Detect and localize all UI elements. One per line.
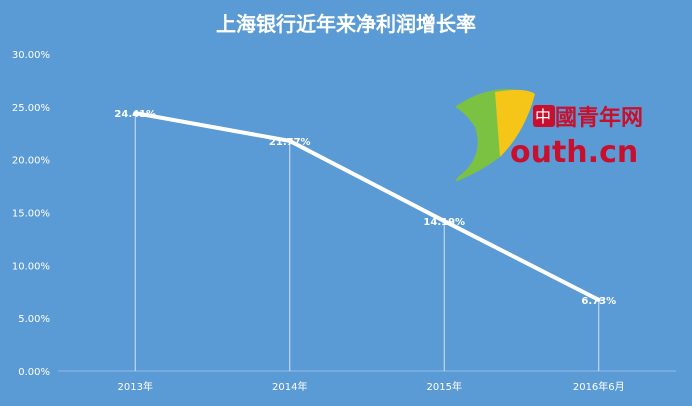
y-tick-label: 30.00% [12, 50, 50, 61]
y-tick-label: 0.00% [18, 367, 50, 378]
y-tick-label: 10.00% [12, 261, 50, 272]
data-point [287, 138, 292, 143]
data-point [442, 219, 447, 224]
data-point [596, 297, 601, 302]
y-tick-label: 25.00% [12, 103, 50, 114]
x-tick-label: 2016年6月 [573, 380, 625, 393]
data-point [133, 111, 138, 116]
y-tick-label: 20.00% [12, 156, 50, 167]
data-label: 21.77% [269, 137, 311, 148]
series-line [134, 111, 600, 302]
y-tick-label: 15.00% [12, 209, 50, 220]
chart-title: 上海银行近年来净利润增长率 [216, 12, 476, 36]
x-tick-label: 2014年 [272, 380, 307, 393]
x-tick-label: 2013年 [118, 380, 153, 393]
youth-cn-logo: 中 國青年网 outh.cn [455, 82, 655, 192]
y-tick-label: 5.00% [18, 314, 50, 325]
svg-text:國青年网: 國青年网 [555, 105, 643, 131]
data-label: 24.41% [114, 109, 156, 120]
data-label: 6.73% [581, 296, 616, 307]
svg-text:中: 中 [535, 107, 551, 126]
data-label: 14.19% [423, 217, 465, 228]
x-tick-label: 2015年 [427, 380, 462, 393]
svg-text:outh.cn: outh.cn [510, 135, 638, 170]
